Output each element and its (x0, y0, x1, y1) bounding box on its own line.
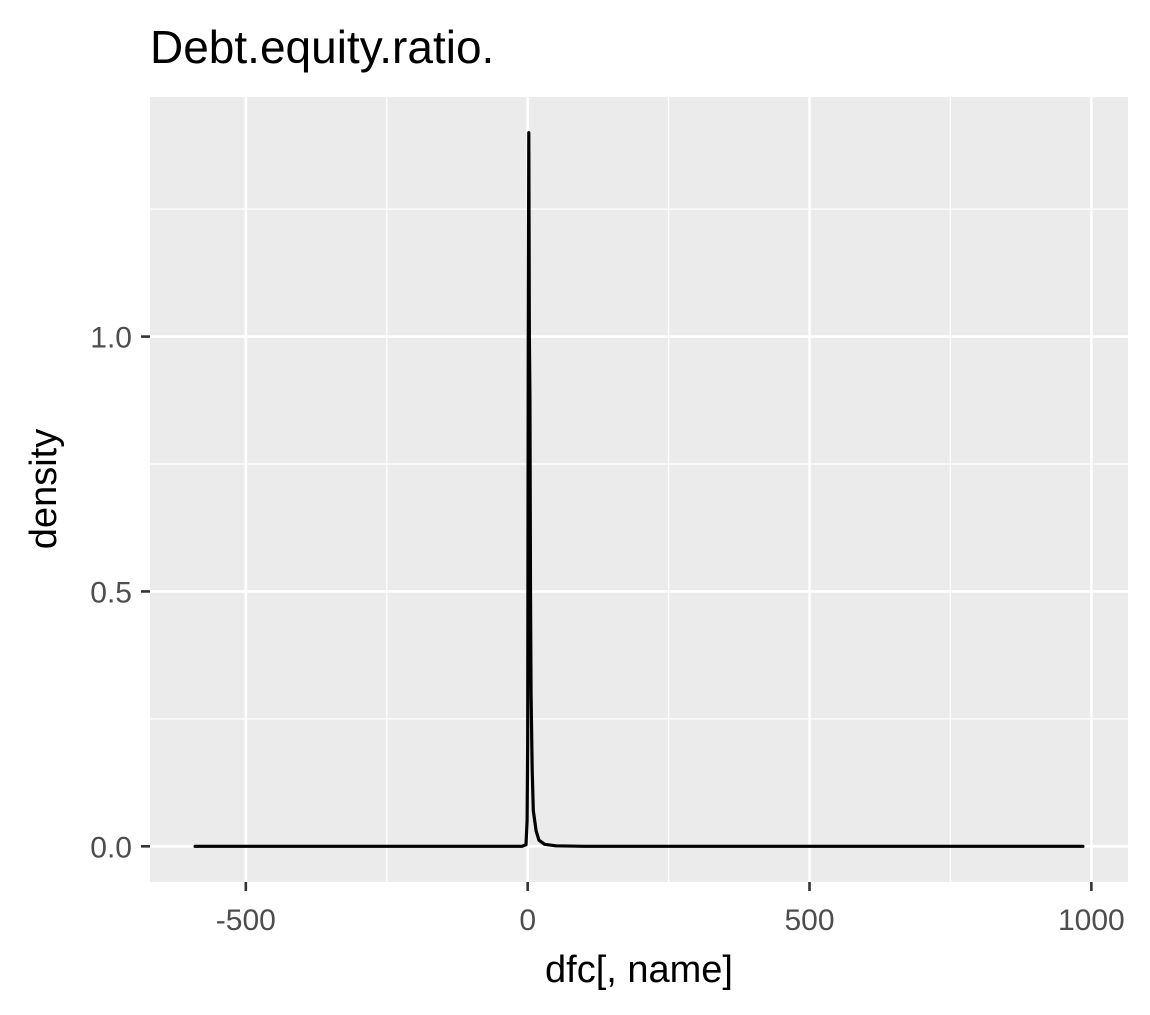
x-tick-label: -500 (216, 904, 276, 937)
y-tick-label: 0.5 (90, 576, 132, 609)
y-tick-label: 1.0 (90, 322, 132, 355)
x-tick-label: 1000 (1058, 904, 1125, 937)
x-axis-title: dfc[, name] (545, 949, 733, 991)
chart-title: Debt.equity.ratio. (150, 21, 494, 73)
plot-panel (150, 97, 1128, 882)
density-line-series (193, 131, 1085, 848)
x-tick-label: 0 (519, 904, 536, 937)
y-tick-label: 0.0 (90, 831, 132, 864)
x-tick-label: 500 (784, 904, 834, 937)
minor-grid (150, 97, 1128, 882)
y-axis: 0.0 0.5 1.0 (90, 322, 150, 864)
y-axis-title: density (23, 429, 65, 549)
x-axis: -500 0 500 1000 (216, 882, 1125, 937)
